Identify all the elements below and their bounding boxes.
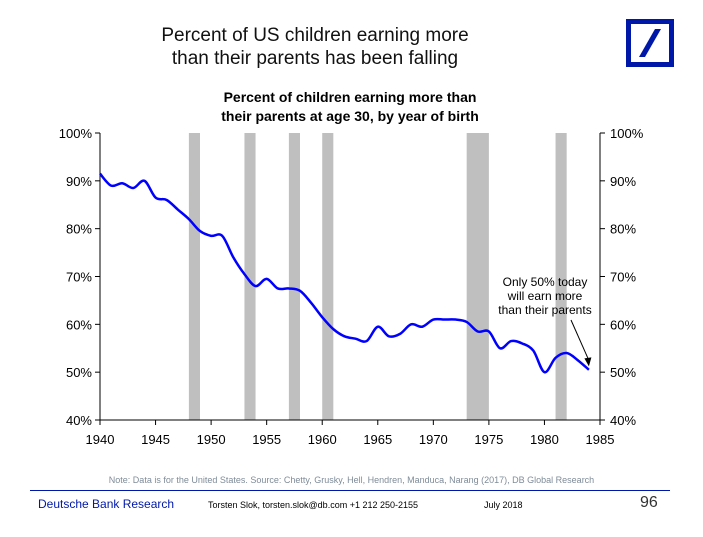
recession-band-1 <box>244 133 256 420</box>
x-tick-label: 1940 <box>86 432 115 447</box>
y-tick-label-left: 100% <box>59 126 93 141</box>
chart-title-line-2: their parents at age 30, by year of birt… <box>221 108 479 124</box>
annotation-line-3: than their parents <box>498 303 591 317</box>
footer-date: July 2018 <box>484 500 523 510</box>
y-tick-label-left: 50% <box>66 365 92 380</box>
x-tick-label: 1955 <box>252 432 281 447</box>
x-tick-label: 1975 <box>474 432 503 447</box>
x-tick-label: 1985 <box>586 432 615 447</box>
footer-brand: Deutsche Bank Research <box>38 497 175 511</box>
y-tick-label-right: 40% <box>610 413 636 428</box>
y-tick-label-right: 80% <box>610 222 636 237</box>
x-tick-label: 1965 <box>363 432 392 447</box>
recession-band-2 <box>288 133 300 420</box>
y-tick-label-left: 40% <box>66 413 92 428</box>
logo-frame <box>626 19 674 67</box>
annotation-arrow-shaft <box>570 319 590 361</box>
x-tick-label: 1945 <box>141 432 170 447</box>
chart-title-line-1: Percent of children earning more than <box>223 89 477 105</box>
slide-title-line-1: Percent of US children earning more <box>161 25 469 46</box>
y-tick-label-left: 70% <box>66 270 92 285</box>
y-tick-label-right: 60% <box>610 317 636 332</box>
y-tick-label-left: 80% <box>66 222 92 237</box>
slide-title: Percent of US children earning more than… <box>90 24 540 70</box>
recession-band-3 <box>322 133 334 420</box>
x-tick-label: 1960 <box>308 432 337 447</box>
y-tick-label-left: 90% <box>66 174 92 189</box>
recession-band-0 <box>188 133 200 420</box>
recession-band-5 <box>555 133 567 420</box>
footer-divider <box>30 490 670 491</box>
x-tick-label: 1980 <box>530 432 559 447</box>
slide-title-line-2: than their parents has been falling <box>171 48 459 69</box>
x-tick-label: 1970 <box>419 432 448 447</box>
y-tick-label-right: 50% <box>610 365 636 380</box>
logo-slash <box>639 29 661 57</box>
source-note: Note: Data is for the United States. Sou… <box>108 475 595 485</box>
annotation-arrow-head <box>584 357 592 367</box>
page-number: 96 <box>640 494 658 511</box>
series-line-0 <box>99 172 590 374</box>
footer-contact: Torsten Slok, torsten.slok@db.com +1 212… <box>208 500 419 510</box>
y-tick-label-right: 100% <box>610 126 644 141</box>
chart-title: Percent of children earning more than th… <box>100 88 600 126</box>
annotation-line-2: will earn more <box>507 289 583 303</box>
y-tick-label-right: 90% <box>610 174 636 189</box>
x-tick-label: 1950 <box>197 432 226 447</box>
annotation-line-1: Only 50% today <box>503 275 588 289</box>
deutsche-bank-logo-icon <box>626 19 674 67</box>
y-tick-label-left: 60% <box>66 317 92 332</box>
recession-band-4 <box>466 133 489 420</box>
y-tick-label-right: 70% <box>610 270 636 285</box>
